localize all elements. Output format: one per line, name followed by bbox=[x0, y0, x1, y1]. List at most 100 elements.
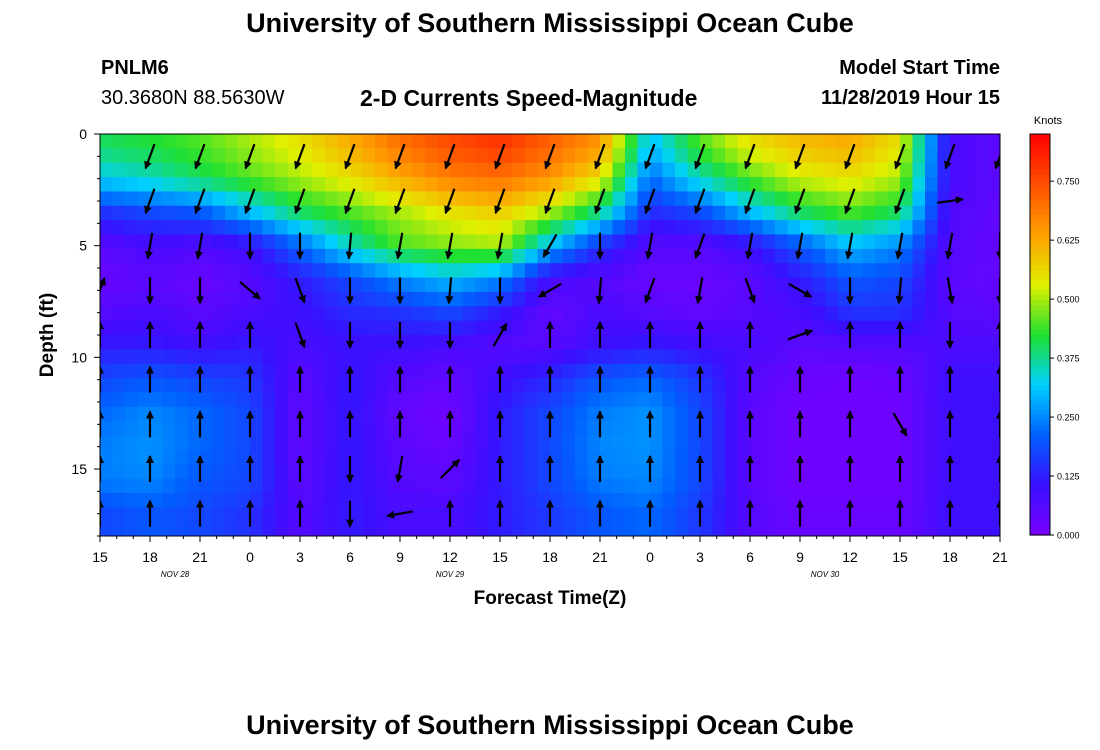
heatmap-cell bbox=[525, 277, 539, 293]
current-vector-arrow bbox=[594, 188, 606, 215]
heatmap-cell bbox=[112, 421, 126, 437]
heatmap-cell bbox=[650, 177, 664, 193]
heatmap-cell bbox=[575, 320, 589, 336]
heatmap-cell bbox=[175, 492, 189, 508]
heatmap-cell bbox=[562, 349, 576, 365]
heatmap-cell bbox=[500, 177, 514, 193]
heatmap-cell bbox=[800, 378, 814, 394]
heatmap-cell bbox=[750, 162, 764, 178]
heatmap-cell bbox=[250, 205, 264, 221]
colorbar-segment bbox=[1030, 274, 1050, 280]
heatmap-cell bbox=[662, 220, 676, 236]
heatmap-cell bbox=[700, 148, 714, 164]
heatmap-cell bbox=[525, 478, 539, 494]
heatmap-cell bbox=[500, 148, 514, 164]
colorbar-segment bbox=[1030, 169, 1050, 175]
heatmap-cell bbox=[500, 378, 514, 394]
heatmap-cell bbox=[475, 335, 489, 350]
heatmap-cell bbox=[587, 205, 601, 221]
heatmap-cell bbox=[925, 349, 939, 365]
heatmap-cell bbox=[850, 363, 864, 379]
heatmap-cell bbox=[775, 421, 789, 437]
heatmap-cell bbox=[650, 263, 664, 279]
heatmap-cell bbox=[925, 464, 939, 480]
heatmap-cell bbox=[787, 464, 801, 480]
heatmap-cell bbox=[162, 349, 176, 365]
heatmap-cell bbox=[637, 177, 651, 193]
heatmap-cell bbox=[150, 363, 164, 379]
heatmap-cell bbox=[737, 335, 751, 350]
heatmap-cell bbox=[400, 478, 414, 494]
heatmap-cell bbox=[925, 449, 939, 465]
heatmap-cell bbox=[750, 349, 764, 365]
heatmap-cell bbox=[962, 320, 976, 336]
heatmap-cell bbox=[950, 449, 964, 465]
heatmap-cell bbox=[762, 478, 776, 494]
heatmap-cell bbox=[987, 191, 1000, 207]
heatmap-cell bbox=[837, 349, 851, 365]
heatmap-cell bbox=[300, 277, 314, 293]
heatmap-cell bbox=[425, 335, 439, 350]
heatmap-cell bbox=[662, 162, 676, 178]
heatmap-cell bbox=[975, 507, 989, 523]
heatmap-cell bbox=[125, 349, 139, 365]
heatmap-cell bbox=[662, 205, 676, 221]
heatmap-cell bbox=[562, 162, 576, 178]
heatmap-cell bbox=[162, 507, 176, 523]
heatmap-cell bbox=[625, 378, 639, 394]
heatmap-cell bbox=[112, 507, 126, 523]
heatmap-cell bbox=[812, 378, 826, 394]
heatmap-cell bbox=[412, 435, 426, 451]
heatmap-cell bbox=[975, 320, 989, 336]
heatmap-cell bbox=[575, 277, 589, 293]
heatmap-cell bbox=[725, 349, 739, 365]
heatmap-cell bbox=[725, 363, 739, 379]
heatmap-cell bbox=[175, 421, 189, 437]
heatmap-cell bbox=[137, 406, 151, 422]
heatmap-cell bbox=[525, 320, 539, 336]
heatmap-cell bbox=[237, 478, 251, 494]
heatmap-cell bbox=[725, 449, 739, 465]
heatmap-cell bbox=[775, 449, 789, 465]
heatmap-cell bbox=[575, 349, 589, 365]
heatmap-cell bbox=[437, 478, 451, 494]
heatmap-cell bbox=[912, 406, 926, 422]
heatmap-cell bbox=[787, 148, 801, 164]
heatmap-cell bbox=[725, 435, 739, 451]
colorbar-segment bbox=[1030, 214, 1050, 220]
heatmap-cell bbox=[275, 191, 289, 207]
heatmap-cell bbox=[712, 191, 726, 207]
heatmap-cell bbox=[487, 363, 501, 379]
heatmap-cell bbox=[350, 392, 364, 408]
heatmap-cell bbox=[225, 392, 239, 408]
heatmap-cell bbox=[875, 449, 889, 465]
heatmap-cell bbox=[237, 392, 251, 408]
heatmap-cell bbox=[700, 378, 714, 394]
heatmap-cell bbox=[125, 507, 139, 523]
colorbar-segment bbox=[1030, 439, 1050, 446]
heatmap-cell bbox=[987, 177, 1000, 193]
heatmap-cell bbox=[300, 464, 314, 480]
heatmap-cell bbox=[712, 435, 726, 451]
heatmap-cell bbox=[225, 148, 239, 164]
x-tick-label: 18 bbox=[942, 549, 958, 565]
heatmap-cell bbox=[762, 492, 776, 508]
heatmap-cell bbox=[362, 392, 376, 408]
heatmap-cell bbox=[962, 234, 976, 250]
heatmap-cell bbox=[650, 507, 664, 523]
heatmap-cell bbox=[437, 320, 451, 336]
heatmap-cell bbox=[787, 507, 801, 523]
heatmap-cell bbox=[712, 291, 726, 307]
heatmap-cell bbox=[337, 234, 351, 250]
heatmap-cell bbox=[475, 392, 489, 408]
current-vector-arrow bbox=[239, 281, 261, 300]
heatmap-cell bbox=[850, 248, 864, 264]
heatmap-cell bbox=[875, 320, 889, 336]
heatmap-cell bbox=[125, 234, 139, 250]
colorbar-segment bbox=[1030, 239, 1050, 245]
heatmap-cell bbox=[150, 162, 164, 178]
heatmap-cell bbox=[775, 263, 789, 279]
colorbar-segment bbox=[1030, 404, 1050, 411]
heatmap-cell bbox=[775, 507, 789, 523]
